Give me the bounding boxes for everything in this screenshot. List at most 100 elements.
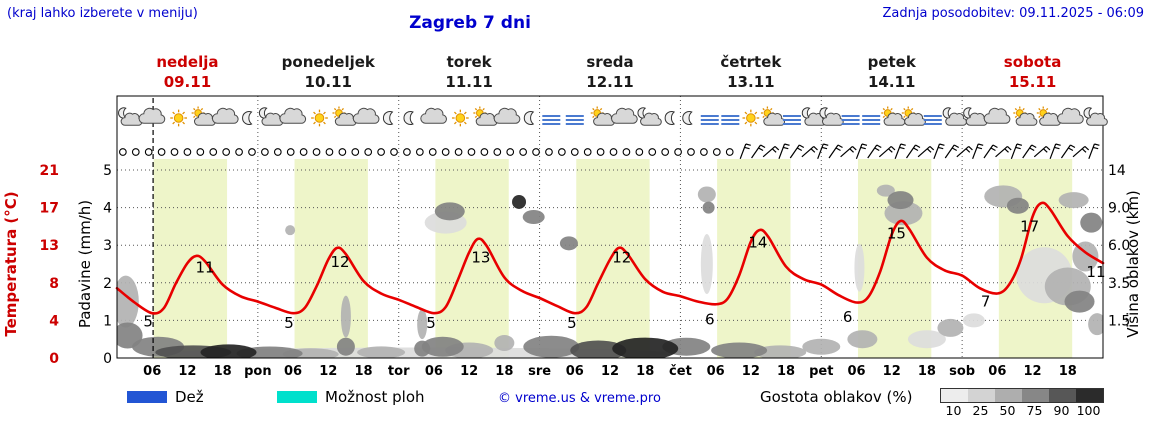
- calm-wind-icon: [390, 148, 398, 156]
- calm-wind-icon: [338, 148, 347, 156]
- calm-wind-icon: [312, 148, 321, 156]
- svg-text:Višina oblakov (km): Višina oblakov (km): [1124, 190, 1142, 338]
- density-value: 10: [945, 403, 962, 418]
- temperature-point-labels: 5 11 5 12 5 13 5 12 6 14 6 15 7 17 11: [143, 217, 1105, 332]
- svg-text:3.5: 3.5: [1108, 276, 1130, 292]
- density-swatch-100: [1076, 389, 1103, 402]
- fog-icon: [542, 115, 561, 125]
- calm-wind-icon: [403, 148, 411, 156]
- svg-text:12: 12: [742, 364, 760, 379]
- day-name: sreda: [586, 53, 633, 71]
- svg-text:8: 8: [49, 276, 59, 292]
- svg-text:11: 11: [1086, 263, 1105, 281]
- sun-icon: [742, 109, 760, 127]
- cloud-icon: [983, 107, 1011, 124]
- temperature-curve: [115, 201, 1105, 315]
- svg-text:15: 15: [887, 225, 906, 243]
- svg-text:14: 14: [1108, 163, 1126, 179]
- calm-wind-icon: [583, 148, 592, 156]
- gridlines: [117, 96, 1103, 358]
- density-value: 90: [1053, 403, 1070, 418]
- day-name: nedelja: [156, 53, 218, 71]
- svg-text:Padavine (mm/h): Padavine (mm/h): [76, 200, 94, 328]
- calm-wind-icon: [131, 148, 140, 156]
- sun-icon: [451, 109, 469, 127]
- calm-wind-icon: [209, 148, 218, 156]
- wind-barb-icon: [751, 144, 766, 159]
- calm-wind-icon: [570, 148, 579, 156]
- wind-barb-icon: [944, 144, 960, 159]
- calm-wind-icon: [273, 148, 282, 156]
- day-date: 11.11: [445, 73, 492, 91]
- calm-wind-icon: [170, 148, 179, 156]
- calm-wind-icon: [377, 148, 385, 156]
- svg-text:1.5: 1.5: [1108, 313, 1130, 329]
- wind-barb-icon: [828, 144, 843, 159]
- calm-wind-icon: [622, 148, 631, 156]
- cloud-icon: [420, 107, 447, 124]
- svg-text:17: 17: [1020, 217, 1039, 235]
- moon-cloud-icon: [942, 107, 967, 126]
- sun-cloud-icon: [881, 106, 906, 126]
- moon-icon: [403, 111, 414, 125]
- day-date: 13.11: [727, 73, 774, 91]
- cloud-layers: [117, 184, 1103, 358]
- calm-wind-icon: [674, 148, 682, 156]
- svg-text:18: 18: [777, 364, 795, 379]
- calm-wind-icon: [532, 148, 540, 156]
- wind-barb-icon: [1049, 143, 1061, 160]
- svg-text:1: 1: [103, 313, 112, 329]
- calm-wind-icon: [648, 148, 657, 156]
- svg-text:18: 18: [495, 364, 513, 379]
- sun-cloud-icon: [1036, 106, 1061, 126]
- x-axis-labels: 06 12 18 06 12 18 06 12 18 06 12 18 06 12 18 06 12 18 06 12…: [143, 364, 1077, 379]
- wind-barb-icon: [972, 143, 984, 160]
- calm-wind-icon: [700, 148, 708, 156]
- calm-wind-icon: [144, 148, 153, 156]
- wind-barb-icon: [894, 143, 906, 160]
- svg-text:13: 13: [40, 238, 59, 254]
- wind-barb-icon: [1072, 145, 1090, 158]
- calm-wind-icon: [428, 148, 437, 156]
- rain-legend-swatch: [127, 391, 167, 403]
- density-value: 50: [999, 403, 1016, 418]
- calm-wind-icon: [558, 148, 566, 156]
- svg-text:5: 5: [103, 163, 112, 179]
- calm-wind-icon: [596, 148, 605, 156]
- calm-wind-icon: [183, 148, 192, 156]
- sun-cloud-icon: [473, 106, 498, 126]
- svg-text:12: 12: [178, 364, 196, 379]
- calm-wind-icon: [415, 148, 424, 156]
- cloud-icon: [212, 107, 239, 124]
- calm-wind-icon: [119, 148, 127, 156]
- wind-barb-icon: [801, 145, 818, 158]
- svg-text:06: 06: [143, 364, 161, 379]
- density-swatch-75: [1022, 389, 1049, 402]
- cloud-density-scale-values: 10 25 50 75 90 100: [940, 403, 1102, 418]
- cloud-density-legend-label: Gostota oblakov (%): [760, 388, 913, 406]
- day-headers: nedelja 09.11 ponedeljek 10.11 torek 11.11 sre…: [156, 53, 1061, 91]
- wind-barb-icon: [995, 145, 1012, 158]
- wind-barb-icon: [867, 144, 882, 159]
- copyright-link[interactable]: © vreme.us & vreme.pro: [498, 391, 661, 406]
- day-name: sobota: [1004, 53, 1062, 71]
- svg-text:pon: pon: [244, 364, 272, 379]
- axis-titles: Temperatura (°C) Padavine (mm/h) Višina ob…: [2, 190, 1142, 338]
- moon-cloud-icon: [819, 107, 844, 126]
- wind-barb-icon: [778, 143, 790, 160]
- last-update-text: Zadnja posodobitev: 09.11.2025 - 06:09: [882, 6, 1144, 21]
- svg-text:5: 5: [567, 314, 577, 332]
- calm-wind-icon: [506, 148, 515, 156]
- wind-barb-icon: [1033, 145, 1051, 158]
- calm-wind-icon: [609, 148, 618, 156]
- wind-barb-icon: [789, 144, 805, 159]
- day-date: 14.11: [868, 73, 915, 91]
- svg-text:06: 06: [988, 364, 1006, 379]
- wind-barb-icon: [983, 144, 998, 159]
- calm-wind-icon: [235, 148, 243, 156]
- wind-barb-icon: [1060, 144, 1076, 159]
- wind-barb-icon: [739, 143, 751, 160]
- calm-wind-icon: [248, 148, 256, 156]
- day-name: četrtek: [720, 53, 782, 71]
